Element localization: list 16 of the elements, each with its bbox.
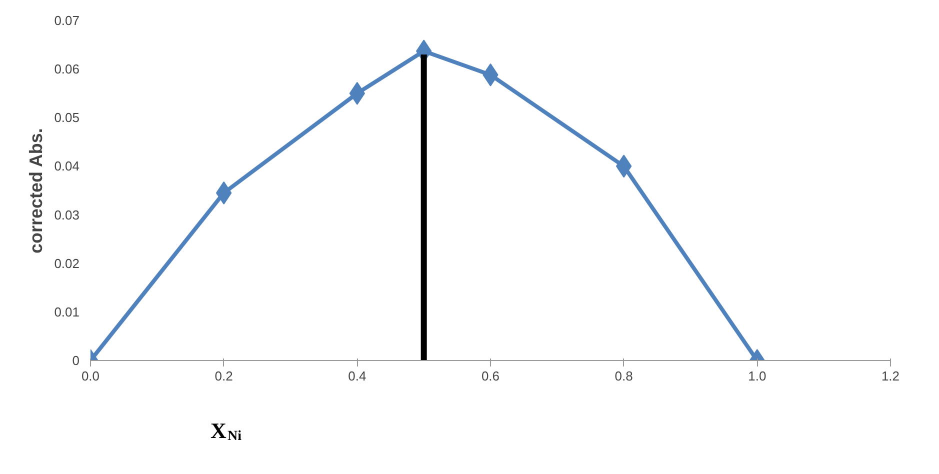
y-tick-label: 0 — [72, 353, 80, 368]
x-tick-label: 0.4 — [348, 368, 366, 384]
x-tick-label: 1.2 — [881, 368, 900, 384]
y-tick-label: 0.01 — [54, 304, 80, 320]
y-tick-label: 0.02 — [54, 256, 80, 271]
x-tick-label: 0.8 — [614, 368, 633, 384]
y-tick-label: 0.07 — [54, 13, 80, 28]
y-tick-label: 0.04 — [54, 158, 80, 174]
y-tick-label: 0.03 — [54, 207, 80, 222]
y-axis-title: corrected Abs. — [26, 128, 46, 254]
y-tick-label: 0.05 — [54, 110, 80, 126]
x-tick-label: 1.0 — [748, 368, 766, 384]
x-tick-label: 0.0 — [81, 368, 100, 384]
x-tick-label: 0.6 — [481, 368, 500, 384]
y-tick-label: 0.06 — [54, 62, 80, 77]
x-tick-label: 0.2 — [214, 368, 233, 384]
